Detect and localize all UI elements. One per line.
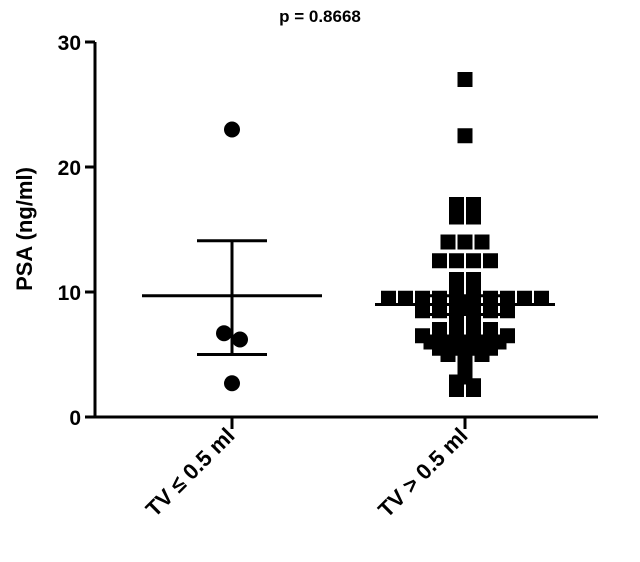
data-point <box>449 322 464 337</box>
data-point <box>415 328 430 344</box>
data-point <box>534 290 549 306</box>
data-point <box>415 290 430 306</box>
data-point <box>398 290 413 306</box>
data-point <box>432 322 447 337</box>
data-point <box>449 209 464 225</box>
data-point <box>466 253 481 269</box>
data-point <box>457 128 473 144</box>
data-points <box>216 72 549 397</box>
chart-title: p = 0.8668 <box>279 7 361 26</box>
y-tick-label: 0 <box>69 407 81 430</box>
data-point <box>457 234 473 250</box>
y-tick-label: 30 <box>58 32 81 55</box>
data-point <box>500 290 515 306</box>
data-point <box>440 234 456 250</box>
data-point <box>517 290 532 306</box>
mean-sem-bars <box>142 239 555 356</box>
y-ticks: 0 10 20 30 <box>58 32 95 430</box>
data-point <box>449 197 464 212</box>
x-category-label: TV ≤ 0.5 ml <box>141 423 240 522</box>
data-point <box>483 253 498 269</box>
data-point <box>224 121 240 138</box>
data-point <box>457 362 473 377</box>
data-point <box>415 303 430 319</box>
data-point <box>232 331 248 348</box>
x-ticks: TV ≤ 0.5 ml TV > 0.5 ml <box>141 417 473 522</box>
data-point <box>466 322 481 337</box>
data-point <box>449 253 464 269</box>
data-point <box>483 322 498 337</box>
data-point <box>466 272 481 287</box>
data-point <box>432 253 447 269</box>
data-point <box>224 375 240 392</box>
y-axis-label: PSA (ng/ml) <box>12 167 37 291</box>
data-point <box>449 272 464 287</box>
y-tick-label: 20 <box>58 157 81 180</box>
data-point <box>216 325 232 342</box>
data-point <box>381 290 396 306</box>
data-point <box>500 328 515 344</box>
data-point <box>466 209 481 225</box>
data-point <box>457 72 473 87</box>
y-tick-label: 10 <box>58 282 81 305</box>
data-point <box>474 234 490 250</box>
x-category-label: TV > 0.5 ml <box>373 423 472 522</box>
data-point <box>500 303 515 319</box>
data-point <box>466 197 481 212</box>
